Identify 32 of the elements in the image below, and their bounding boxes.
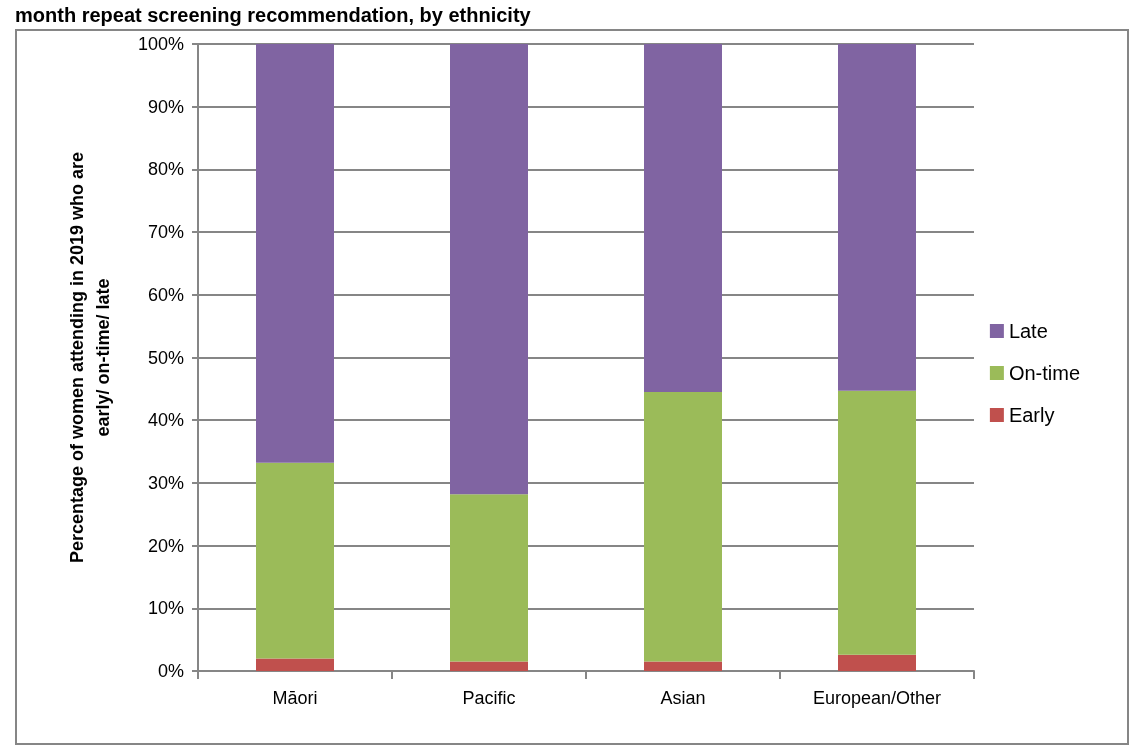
bar [450,44,528,495]
x-tick-label: Pacific [462,688,516,708]
chart-title: month repeat screening recommendation, by ethnicity [15,4,532,26]
y-tick-label: 80% [147,159,184,180]
legend-label: Early [1008,404,1055,426]
bar [256,658,334,671]
y-tick-label: 70% [147,222,184,243]
y-tick-label: 90% [147,96,184,117]
y-tick-label: 20% [147,535,184,556]
bar [838,44,916,391]
x-tick-label: Asian [660,688,706,708]
bar [450,661,528,671]
y-tick-label: 0% [157,661,184,681]
bar [838,654,916,671]
bar [838,390,916,655]
y-axis-title: Percentage of women attending in 2019 who are early/ on-time/ late [67,151,113,564]
bar [450,494,528,662]
legend-label: On-time [1008,362,1080,384]
y-tick-label: 60% [147,284,184,305]
bar [644,391,722,662]
bar [256,44,334,463]
y-tick-label: 50% [147,347,184,368]
y-tick-label: 40% [147,410,184,431]
bar [644,44,722,392]
bar [644,661,722,671]
y-tick-label: 100% [137,34,184,54]
x-tick-label: European/Other [812,688,942,708]
y-tick-label: 10% [147,598,184,619]
bar [256,462,334,659]
y-tick-label: 30% [147,472,184,493]
legend-label: Late [1008,320,1048,342]
x-tick-label: Māori [272,688,318,708]
